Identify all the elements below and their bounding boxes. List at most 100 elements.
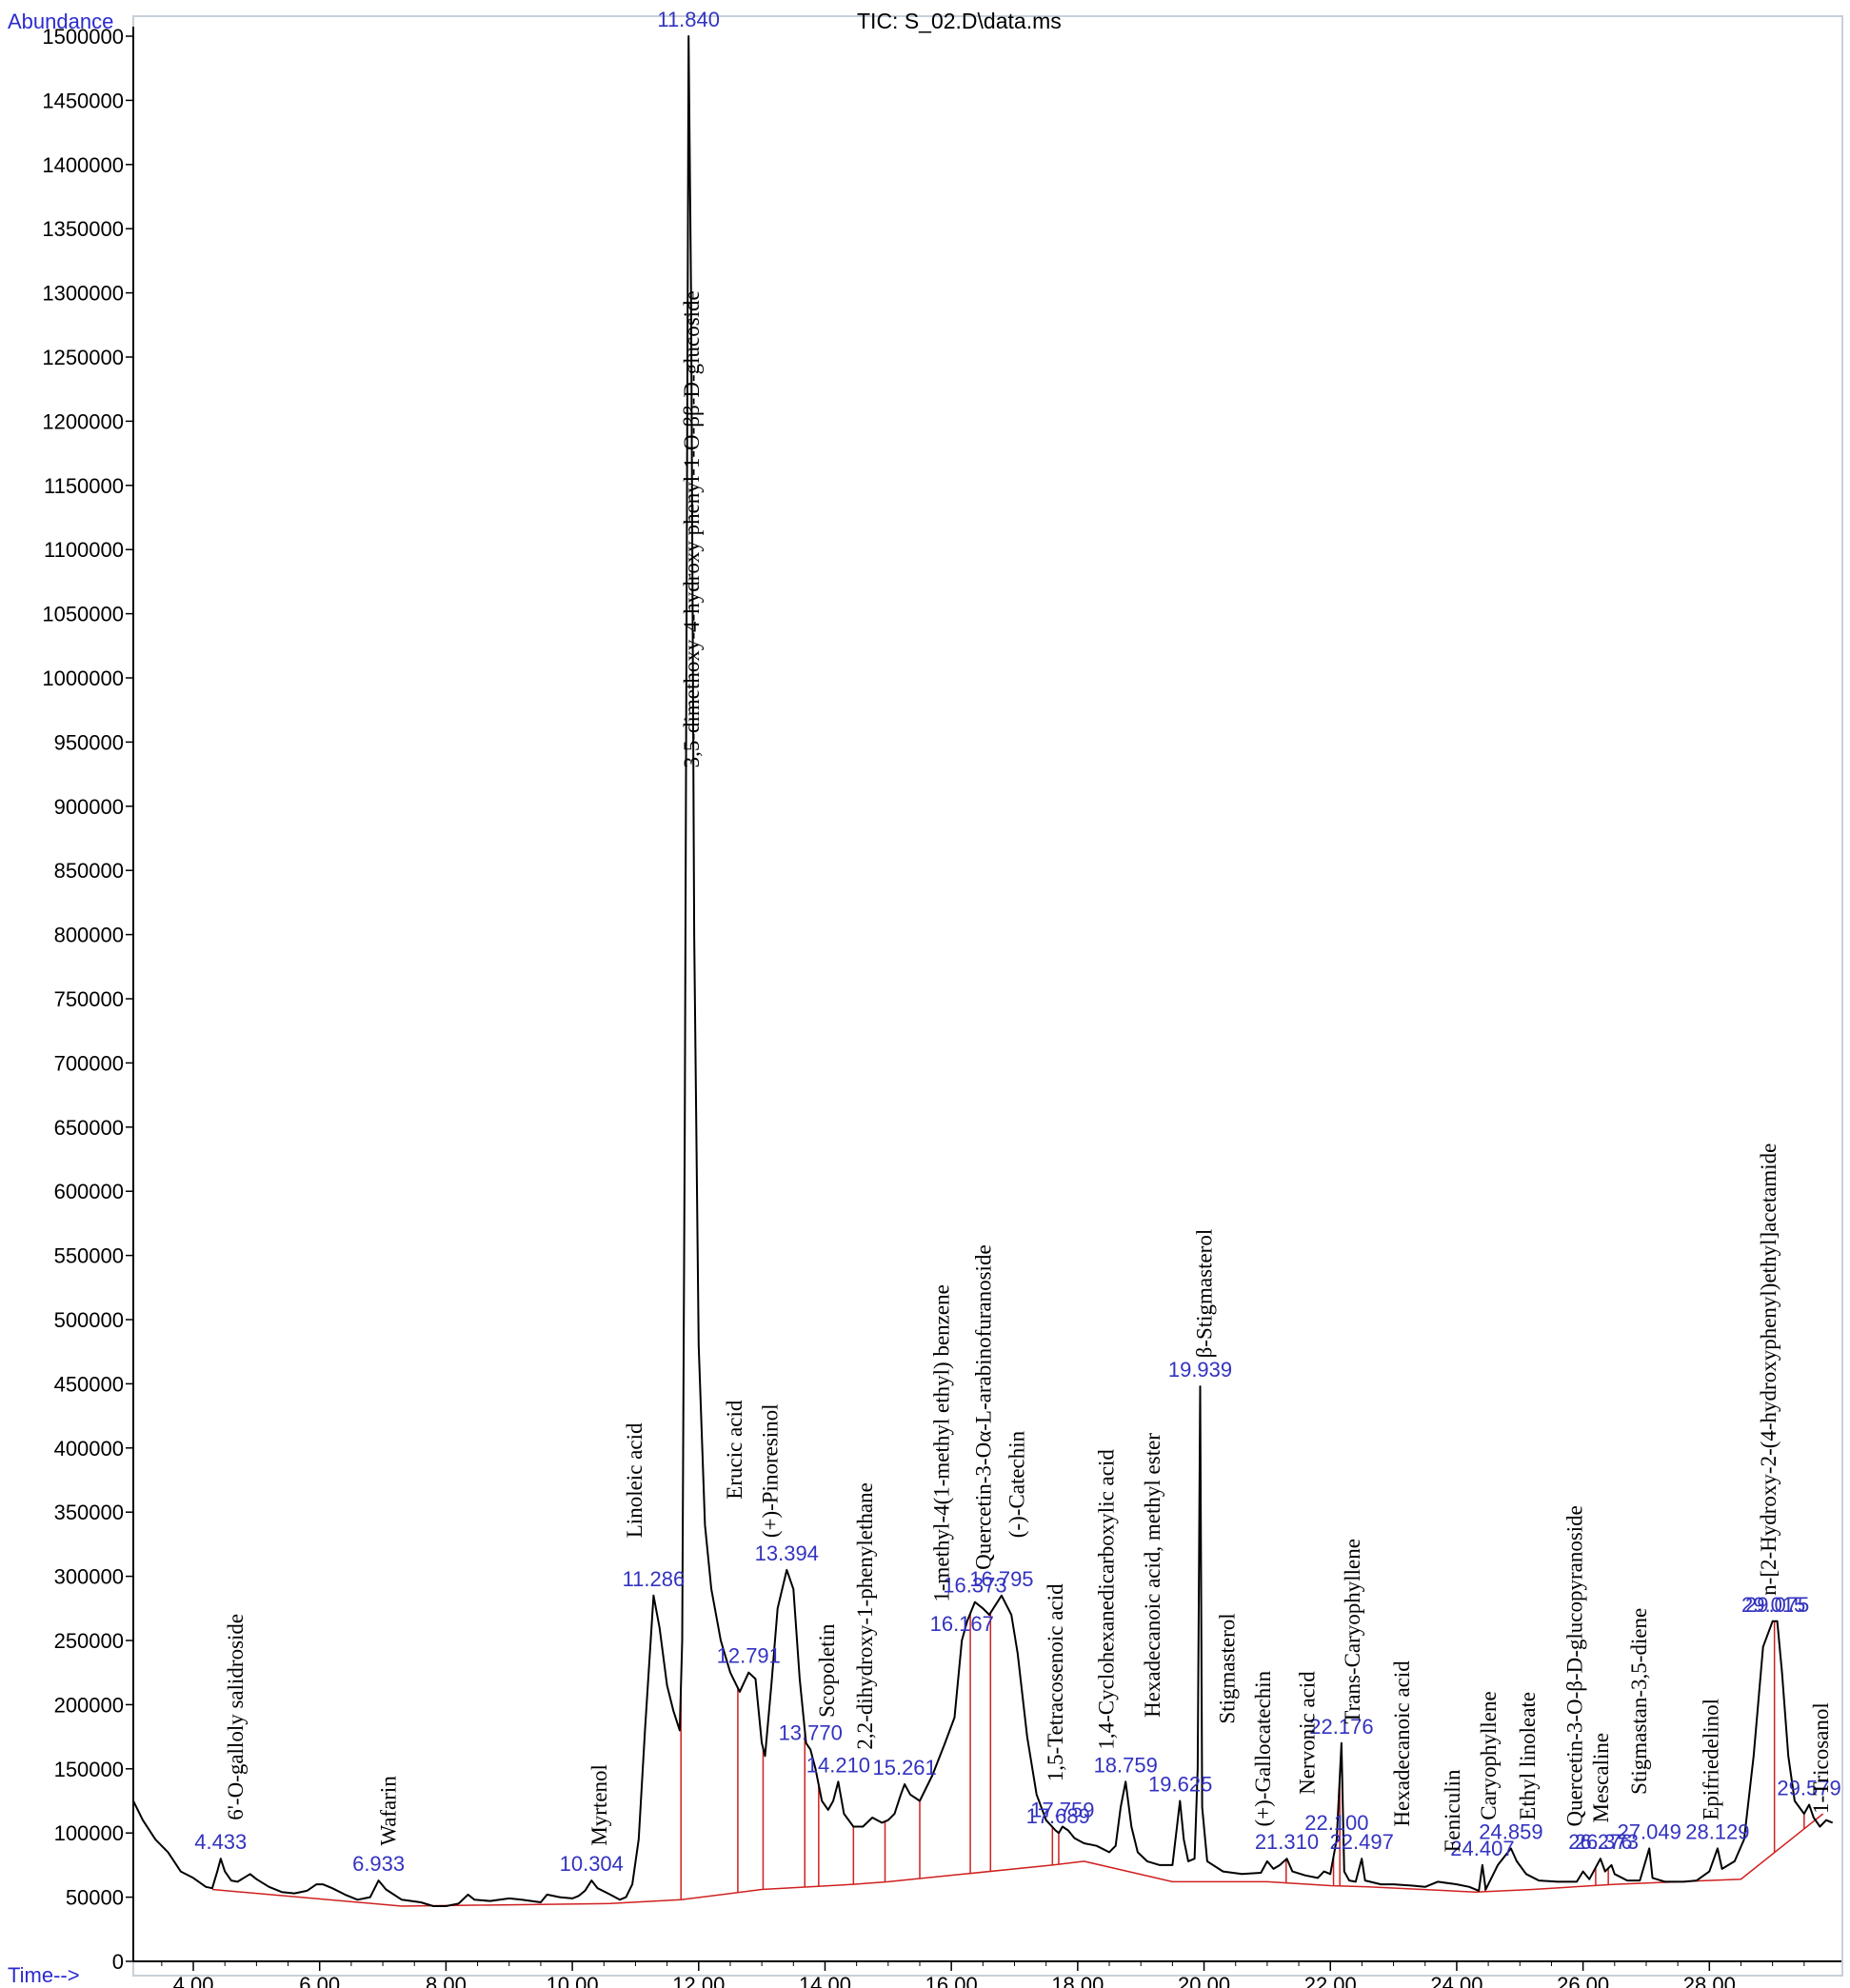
peak-rt-label: 27.049 <box>1618 1819 1681 1843</box>
compound-label: Quercetin-3-O-β-D-glucopyranoside <box>1562 1505 1586 1826</box>
compound-label: Hexadecanoic acid, methyl ester <box>1141 1433 1164 1718</box>
peak-rt-label: 29.015 <box>1741 1593 1805 1617</box>
y-tick-label: 200000 <box>54 1693 124 1717</box>
compound-label: Scopoletin <box>815 1623 839 1718</box>
y-tick-label: 500000 <box>54 1308 124 1332</box>
compound-label: Ethyl linoleate <box>1516 1692 1540 1820</box>
x-tick-label: 18.00 <box>1051 1973 1104 1988</box>
peak-rt-label: 17.759 <box>1030 1798 1094 1821</box>
y-tick-label: 50000 <box>66 1886 124 1910</box>
compound-label: Mescaline <box>1589 1733 1613 1823</box>
compound-label: Caryophyllene <box>1477 1691 1501 1819</box>
peak-rt-label: 16.167 <box>930 1612 994 1636</box>
peak-rt-label: 13.770 <box>779 1721 843 1745</box>
y-tick-label: 950000 <box>54 730 124 754</box>
compound-label: 1,4-Cyclohexanedicarboxylic acid <box>1095 1449 1119 1750</box>
peak-rt-label: 26.373 <box>1575 1830 1639 1854</box>
x-tick-label: 28.00 <box>1683 1973 1736 1988</box>
tic-trace <box>132 35 1834 1907</box>
y-tick-label: 1500000 <box>42 25 124 49</box>
peak-rt-label: 4.433 <box>194 1830 247 1854</box>
compound-label: Feniculin <box>1441 1769 1464 1852</box>
y-tick-label: 400000 <box>54 1437 124 1461</box>
peak-rt-label: 24.859 <box>1479 1819 1542 1843</box>
compound-label: Linoleic acid <box>623 1422 647 1538</box>
compound-label: Trans-Caryophyllene <box>1341 1539 1364 1724</box>
compound-label: (+)-Pinoresinol <box>759 1403 783 1538</box>
peak-rt-label: 12.791 <box>717 1644 781 1668</box>
compound-label: Myrtenol <box>587 1764 611 1846</box>
x-axis-label: Time--> <box>8 1963 80 1987</box>
compound-label: 1-Tricosanol <box>1809 1702 1833 1814</box>
y-tick-label: 250000 <box>54 1629 124 1653</box>
x-tick-label: 12.00 <box>672 1973 725 1988</box>
x-tick-label: 22.00 <box>1304 1973 1357 1988</box>
compound-label: (-)-Catechin <box>1005 1430 1028 1538</box>
x-tick-label: 24.00 <box>1430 1973 1482 1988</box>
x-tick-label: 14.00 <box>799 1973 851 1988</box>
y-tick-label: 1400000 <box>42 153 124 177</box>
compound-label: 2,2-dihydroxy-1-phenylethane <box>853 1482 877 1749</box>
y-tick-label: 700000 <box>54 1051 124 1075</box>
y-tick-label: 1200000 <box>42 409 124 433</box>
compound-label: Erucic acid <box>723 1400 746 1500</box>
x-tick-label: 6.00 <box>299 1973 340 1988</box>
compound-label: n-[2-Hydroxy-2-(4-hydroxyphenyl)ethyl]ac… <box>1757 1143 1780 1596</box>
compound-label: Stigmasterol <box>1215 1613 1239 1723</box>
baseline-segment <box>211 1813 1824 1907</box>
y-tick-label: 350000 <box>54 1501 124 1524</box>
y-tick-label: 1150000 <box>44 474 124 498</box>
integration-baselines <box>211 1813 1824 1907</box>
y-tick-label: 1100000 <box>44 538 124 562</box>
peak-rt-label: 19.939 <box>1168 1358 1232 1382</box>
peak-rt-label: 10.304 <box>560 1852 624 1876</box>
x-tick-label: 10.00 <box>547 1973 599 1988</box>
y-tick-label: 1350000 <box>42 217 124 241</box>
x-tick-label: 26.00 <box>1557 1973 1609 1988</box>
compound-label: Wafarin <box>376 1776 400 1846</box>
peak-rt-label: 16.373 <box>943 1574 1006 1598</box>
compound-label: 6'-O-galloly salidroside <box>224 1614 248 1820</box>
peak-rt-label: 11.286 <box>623 1567 686 1591</box>
compound-label: Hexadecanoic acid <box>1390 1660 1414 1827</box>
chart-title: TIC: S_02.D\data.ms <box>857 9 1062 33</box>
x-tick-label: 20.00 <box>1178 1973 1230 1988</box>
y-tick-label: 300000 <box>54 1565 124 1589</box>
y-tick-label: 100000 <box>54 1821 124 1845</box>
x-tick-label: 16.00 <box>925 1973 978 1988</box>
peak-rt-label: 28.129 <box>1685 1819 1749 1843</box>
peak-rt-label: 22.497 <box>1330 1830 1394 1854</box>
tic-series-line <box>132 35 1834 1907</box>
y-tick-label: 550000 <box>54 1244 124 1268</box>
compound-label: Epifriedelinol <box>1700 1699 1723 1820</box>
peak-rt-label: 15.261 <box>872 1756 936 1779</box>
y-tick-label: 850000 <box>54 859 124 883</box>
peak-rt-label: 14.210 <box>806 1753 870 1777</box>
peak-rt-label: 21.310 <box>1255 1830 1319 1854</box>
compound-label: 1-methyl-4(1-methyl ethyl) benzene <box>929 1284 953 1601</box>
retention-time-labels: 4.433 6.933 10.304 11.286 11.840 12.791 13.394… <box>194 8 1840 1876</box>
compound-label: (+)-Gallocatechin <box>1251 1670 1275 1826</box>
y-tick-label: 900000 <box>54 795 124 819</box>
peak-droplines <box>680 1612 1805 1900</box>
y-tick-label: 1050000 <box>42 603 124 626</box>
x-tick-label: 4.00 <box>173 1973 214 1988</box>
peak-rt-label: 6.933 <box>352 1852 405 1876</box>
y-tick-label: 600000 <box>54 1180 124 1203</box>
y-tick-label: 0 <box>112 1950 124 1974</box>
peak-rt-label: 19.625 <box>1148 1773 1212 1797</box>
y-tick-label: 1250000 <box>42 346 124 369</box>
peak-rt-label: 29.579 <box>1777 1777 1840 1800</box>
compound-label: β-Stigmasterol <box>1193 1229 1217 1359</box>
y-tick-label: 1000000 <box>42 666 124 690</box>
axes: 0 50000 100000 150000 200000 250000 300000 3500… <box>42 25 1841 1988</box>
y-axis-label: Abundance <box>8 10 113 33</box>
peak-rt-label: 29.075 <box>1745 1593 1809 1617</box>
compound-labels: 6'-O-galloly salidroside Wafarin Myrtenol L… <box>224 290 1833 1852</box>
peak-rt-label: 11.840 <box>657 8 720 31</box>
y-tick-label: 1300000 <box>42 282 124 306</box>
compound-label: 1,5-Tetracosenoic acid <box>1044 1583 1067 1781</box>
y-tick-label: 650000 <box>54 1116 124 1140</box>
compound-label: Quercetin-3-Oα-L-arabinofuranoside <box>971 1244 995 1570</box>
